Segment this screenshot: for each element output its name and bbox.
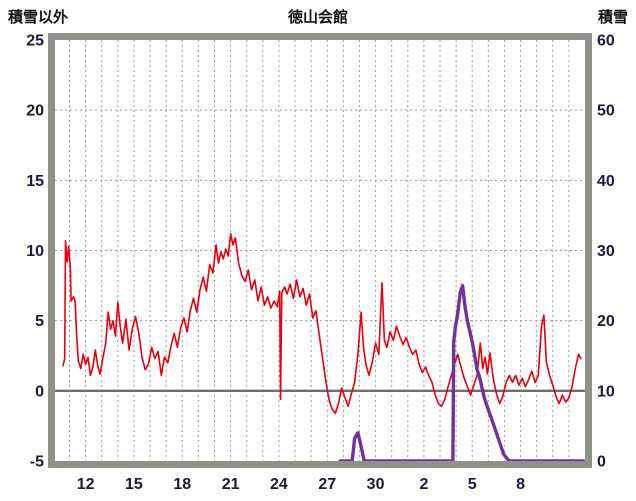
y-left-tick-label: 5 xyxy=(35,313,44,330)
y-right-tick-label: 40 xyxy=(597,173,615,190)
x-tick-label: 8 xyxy=(516,476,525,493)
non-snow-line xyxy=(62,232,582,415)
x-tick-label: 27 xyxy=(318,476,336,493)
page-title: 徳山会館 xyxy=(287,9,348,26)
x-tick-label: 12 xyxy=(77,476,95,493)
x-tick-label: 21 xyxy=(222,476,240,493)
y-right-tick-label: 10 xyxy=(597,383,615,400)
x-tick-label: 15 xyxy=(125,476,143,493)
y-right-tick-label: 0 xyxy=(597,454,606,471)
x-tick-label: 24 xyxy=(270,476,288,493)
y-left-tick-label: -5 xyxy=(30,454,44,471)
y-left-tick-label: 0 xyxy=(35,383,44,400)
left-axis-title: 積雪以外 xyxy=(8,9,69,26)
y-left-tick-label: 20 xyxy=(26,103,44,120)
y-right-tick-label: 60 xyxy=(597,33,615,50)
y-left-tick-label: 25 xyxy=(26,33,44,50)
right-axis-title: 積雪 xyxy=(597,9,628,26)
x-tick-label: 18 xyxy=(173,476,191,493)
x-tick-label: 2 xyxy=(419,476,428,493)
chart-frame xyxy=(48,33,592,468)
y-right-tick-label: 50 xyxy=(597,103,615,120)
snow-depth-line xyxy=(338,283,586,463)
x-tick-label: 5 xyxy=(468,476,477,493)
y-left-tick-label: 10 xyxy=(26,243,44,260)
y-right-tick-label: 30 xyxy=(597,243,615,260)
y-right-tick-label: 20 xyxy=(597,313,615,330)
x-tick-label: 30 xyxy=(367,476,385,493)
y-left-tick-label: 15 xyxy=(26,173,44,190)
